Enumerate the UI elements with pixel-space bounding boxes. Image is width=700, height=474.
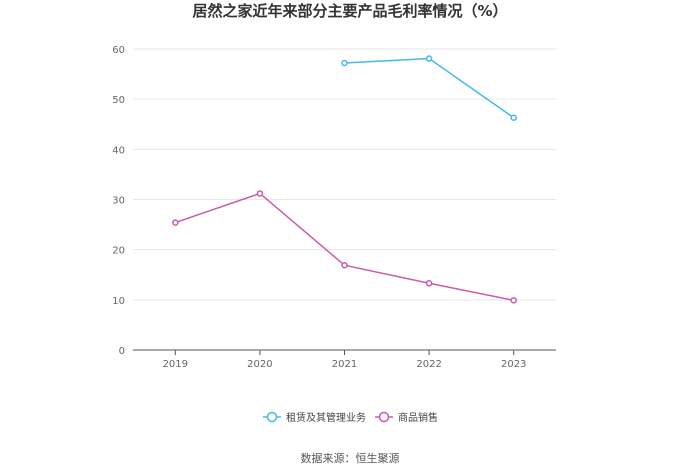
- legend-label[interactable]: 租赁及其管理业务: [286, 411, 366, 424]
- legend-swatch-marker: [266, 411, 278, 423]
- y-tick-label: 30: [112, 196, 125, 207]
- legend-swatch-marker: [378, 411, 390, 423]
- y-tick-label: 0: [119, 346, 125, 357]
- y-tick-label: 40: [112, 145, 125, 156]
- data-point: [172, 219, 179, 226]
- y-tick-label: 10: [112, 296, 125, 307]
- x-tick-label: 2023: [501, 359, 526, 370]
- data-point: [510, 114, 517, 121]
- grid: [133, 48, 556, 301]
- x-tick-label: 2021: [332, 359, 357, 370]
- chart-title: 居然之家近年来部分主要产品毛利率情况（%）: [192, 2, 507, 20]
- axes: 0 10 20 30 40 50 60 2019 2020 2021 2022 2023: [112, 45, 556, 370]
- y-tick-label: 50: [112, 95, 125, 106]
- data-point: [425, 280, 433, 287]
- data-source: 数据来源：恒生聚源: [301, 451, 400, 465]
- x-tick-label: 2020: [247, 359, 272, 370]
- data-point: [510, 297, 517, 304]
- series-line-0: [344, 57, 515, 119]
- y-tick-label: 20: [112, 246, 125, 257]
- legend: 租赁及其管理业务 商品销售: [263, 411, 438, 424]
- x-tick-label: 2022: [416, 359, 441, 370]
- series-line-1: [175, 192, 514, 302]
- series: [172, 55, 517, 304]
- legend-label[interactable]: 商品销售: [398, 411, 438, 424]
- x-tick-label: 2019: [163, 359, 188, 370]
- y-tick-label: 60: [112, 45, 125, 56]
- data-point: [341, 59, 348, 67]
- data-point: [425, 55, 433, 62]
- data-point: [341, 261, 348, 269]
- data-point: [256, 190, 264, 197]
